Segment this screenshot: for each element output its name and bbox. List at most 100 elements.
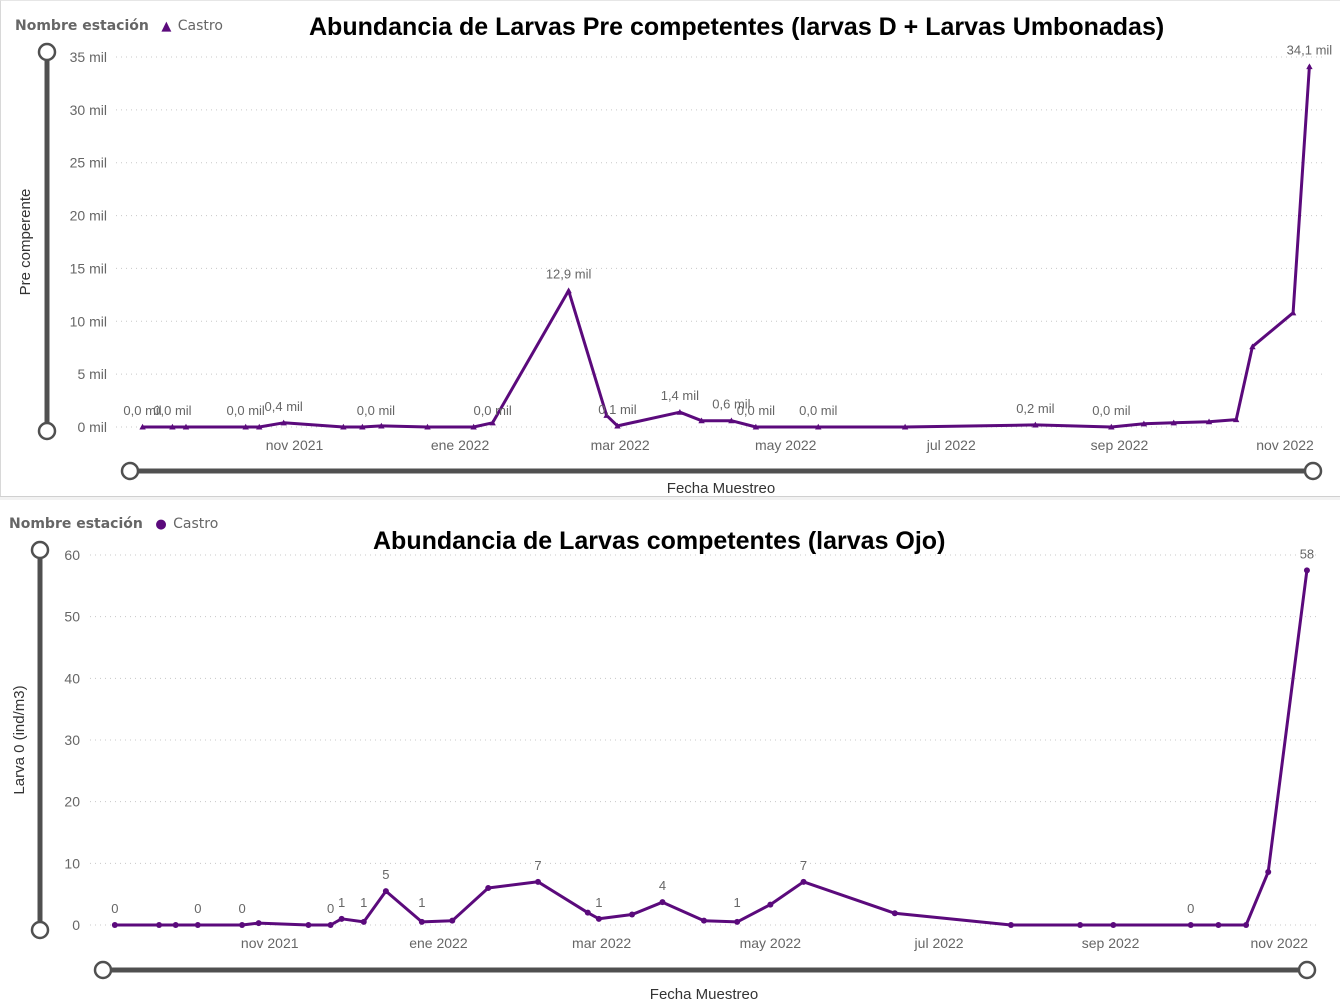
data-point[interactable] [1108, 423, 1115, 430]
data-point[interactable] [424, 423, 431, 430]
data-point[interactable] [418, 918, 425, 925]
data-point[interactable] [1289, 309, 1297, 316]
data-point[interactable] [382, 888, 389, 895]
x-tick-label: may 2022 [755, 437, 817, 453]
x-range-slider-handle-right[interactable] [1297, 960, 1317, 980]
y-tick-label: 30 mil [70, 102, 107, 118]
y-tick-label: 0 mil [77, 419, 107, 435]
legend-item-castro[interactable]: Castro [177, 18, 223, 34]
data-point[interactable] [1303, 567, 1310, 574]
x-tick-label: mar 2022 [591, 437, 650, 453]
data-point[interactable] [800, 878, 807, 885]
data-point[interactable] [700, 917, 707, 924]
x-tick-label: ene 2022 [409, 935, 468, 951]
data-point[interactable] [256, 423, 263, 430]
data-point[interactable] [470, 423, 477, 430]
data-label: 58 [1300, 546, 1314, 561]
data-point[interactable] [327, 922, 334, 928]
data-point[interactable] [815, 423, 822, 430]
y-range-slider-handle-bottom[interactable] [37, 421, 57, 441]
data-point[interactable] [767, 901, 774, 908]
data-point[interactable] [659, 899, 666, 906]
data-point[interactable] [584, 909, 591, 916]
data-point[interactable] [378, 422, 385, 429]
data-point[interactable] [1140, 420, 1148, 427]
data-point[interactable] [239, 922, 246, 928]
data-point[interactable] [1249, 343, 1256, 350]
data-point[interactable] [156, 922, 163, 928]
legend-marker-icon: ● [155, 517, 167, 532]
data-point[interactable] [752, 423, 760, 430]
data-point[interactable] [535, 878, 542, 885]
x-axis-title: Fecha Muestreo [667, 480, 775, 497]
data-label: 7 [534, 858, 541, 873]
data-point[interactable] [111, 922, 118, 928]
data-point[interactable] [595, 915, 602, 922]
data-point[interactable] [139, 423, 146, 430]
x-tick-label: mar 2022 [572, 935, 631, 951]
data-point[interactable] [1007, 922, 1014, 928]
y-tick-label: 25 mil [70, 155, 107, 171]
data-point[interactable] [242, 423, 249, 430]
data-point[interactable] [1077, 922, 1084, 928]
data-point[interactable] [698, 417, 705, 424]
data-label: 0,0 mil [123, 403, 161, 418]
y-range-slider-handle-bottom[interactable] [30, 920, 50, 940]
chart-panel-competentes: Nombre estación ● Castro Abundancia de L… [0, 500, 1340, 1005]
data-point[interactable] [182, 423, 190, 430]
data-point[interactable] [1215, 922, 1222, 928]
data-point[interactable] [169, 423, 176, 430]
x-tick-label: nov 2022 [1250, 935, 1308, 951]
data-point[interactable] [1187, 922, 1194, 928]
data-point[interactable] [676, 409, 684, 415]
y-tick-label: 20 mil [70, 208, 107, 224]
data-point[interactable] [614, 422, 621, 429]
data-point[interactable] [1110, 922, 1117, 928]
data-point[interactable] [728, 417, 735, 424]
data-point[interactable] [734, 918, 741, 925]
data-label: 0,0 mil [737, 403, 775, 418]
data-point[interactable] [340, 423, 347, 430]
data-point[interactable] [1306, 63, 1313, 70]
data-point[interactable] [603, 412, 610, 418]
data-point[interactable] [305, 922, 312, 928]
data-point[interactable] [280, 419, 287, 426]
data-label: 0 [1187, 901, 1194, 916]
x-tick-label: nov 2022 [1256, 437, 1314, 453]
y-tick-label: 60 [64, 547, 80, 563]
data-point[interactable] [485, 885, 492, 891]
data-point[interactable] [1265, 868, 1272, 875]
data-point[interactable] [901, 423, 909, 430]
data-label: 0,0 mil [473, 403, 511, 418]
data-point[interactable] [1205, 418, 1213, 425]
data-point[interactable] [489, 419, 496, 426]
data-point[interactable] [565, 287, 572, 294]
y-range-slider-handle-top[interactable] [37, 42, 57, 62]
data-point[interactable] [1170, 419, 1177, 426]
data-label: 1 [595, 895, 602, 910]
y-tick-label: 40 [64, 670, 80, 686]
data-point[interactable] [255, 920, 262, 927]
legend: Nombre estación ▲ Castro [15, 18, 223, 34]
x-range-slider-handle-left[interactable] [120, 461, 140, 481]
data-point[interactable] [360, 918, 367, 925]
y-tick-label: 35 mil [70, 49, 107, 65]
data-point[interactable] [338, 915, 345, 922]
x-range-slider-handle-right[interactable] [1303, 461, 1323, 481]
data-point[interactable] [1232, 416, 1240, 423]
data-point[interactable] [194, 922, 201, 928]
data-point[interactable] [1032, 421, 1039, 428]
data-label: 1,4 mil [661, 388, 699, 403]
data-point[interactable] [449, 917, 456, 924]
data-point[interactable] [172, 922, 179, 928]
data-point[interactable] [359, 423, 366, 430]
data-point[interactable] [1243, 922, 1250, 928]
y-range-slider-handle-top[interactable] [30, 540, 50, 560]
data-label: 0 [194, 901, 201, 916]
data-point[interactable] [629, 911, 636, 918]
data-label: 1 [734, 895, 741, 910]
y-tick-label: 20 [64, 794, 80, 810]
x-range-slider-handle-left[interactable] [93, 960, 113, 980]
legend-item-castro[interactable]: Castro [173, 516, 219, 532]
data-point[interactable] [891, 910, 898, 917]
